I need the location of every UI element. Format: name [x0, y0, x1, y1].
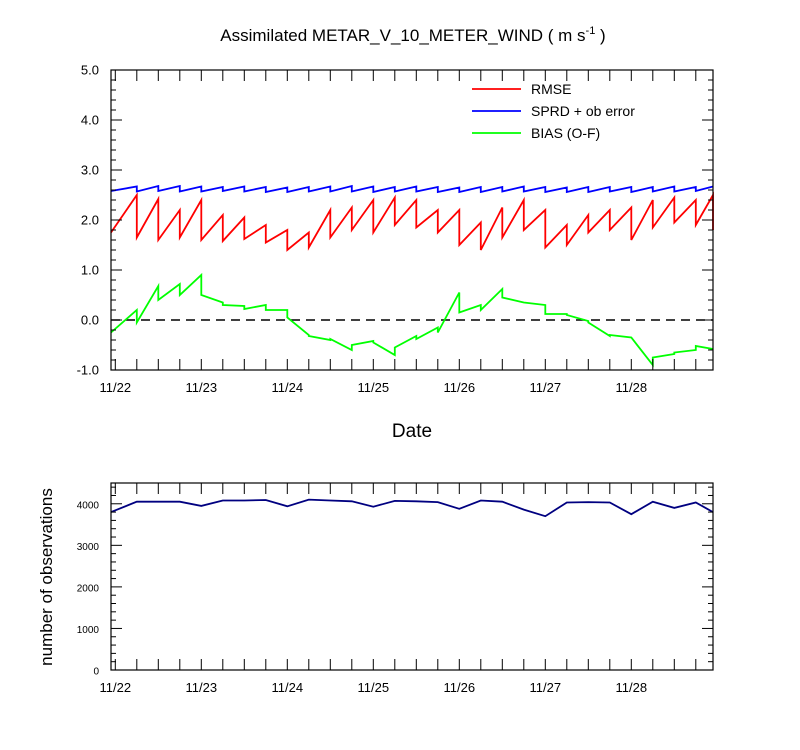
y-axis-label: number of observations	[37, 488, 56, 666]
x-tick-label: 11/25	[358, 380, 390, 395]
y-tick-label: 0	[93, 667, 99, 678]
y-tick-label: 2000	[77, 583, 100, 594]
x-tick-label: 11/27	[530, 680, 562, 695]
x-tick-label: 11/24	[272, 680, 304, 695]
y-tick-label: 2.0	[81, 213, 99, 228]
x-tick-label: 11/22	[100, 380, 132, 395]
x-axis-label: Date	[392, 421, 432, 442]
x-tick-label: 11/23	[186, 680, 218, 695]
y-tick-label: 4000	[77, 500, 100, 511]
series-line-0	[110, 191, 714, 252]
y-tick-label: -1.0	[77, 363, 99, 378]
x-tick-label: 11/26	[444, 380, 476, 395]
series-line-0	[110, 498, 714, 518]
legend-label-sprd: SPRD + ob error	[531, 103, 635, 119]
bottom-chart-panel: 11/22 11/23 11/24 11/25 11/26 11/27 11/28 0 1000…	[77, 482, 714, 695]
x-tick-label: 11/25	[358, 680, 390, 695]
plot-frame	[110, 482, 714, 671]
x-tick-label: 11/27	[530, 380, 562, 395]
y-tick-label: 5.0	[81, 63, 99, 78]
x-tick-label: 11/26	[444, 680, 476, 695]
x-tick-label: 11/23	[186, 380, 218, 395]
x-tick-label: 11/22	[100, 680, 132, 695]
y-tick-label: 4.0	[81, 113, 99, 128]
y-tick-label: 0.0	[81, 313, 99, 328]
y-tick-label: 1000	[77, 625, 100, 636]
series-line-2	[110, 272, 714, 368]
legend-label-bias: BIAS (O-F)	[531, 125, 600, 141]
chart-title: Assimilated METAR_V_10_METER_WIND ( m s-…	[220, 25, 605, 45]
y-tick-label: 3.0	[81, 163, 99, 178]
legend-label-rmse: RMSE	[531, 81, 571, 97]
x-tick-label: 11/28	[616, 680, 648, 695]
x-tick-label: 11/24	[272, 380, 304, 395]
y-tick-label: 3000	[77, 542, 100, 553]
x-tick-label: 11/28	[616, 380, 648, 395]
top-chart-panel: 11/22 11/23 11/24 11/25 11/26 11/27 11/28 -1.0 0…	[77, 63, 714, 395]
series-line-1	[110, 184, 714, 194]
legend: RMSE SPRD + ob error BIAS (O-F)	[472, 81, 635, 141]
y-tick-label: 1.0	[81, 263, 99, 278]
